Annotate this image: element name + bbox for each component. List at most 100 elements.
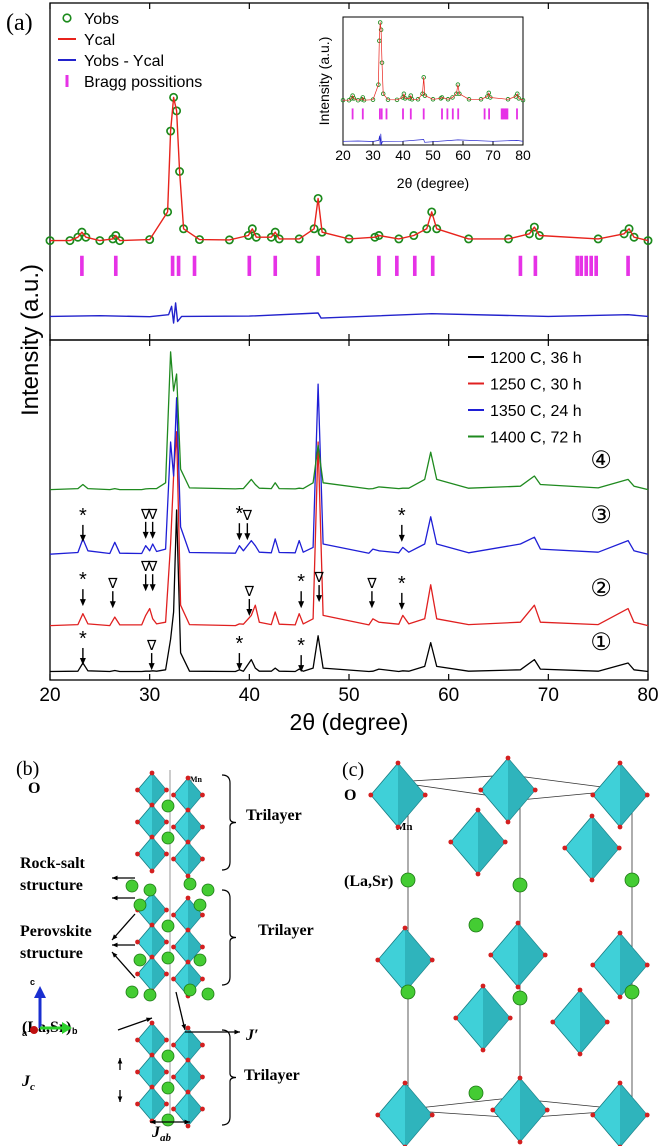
axis-c-head [34, 986, 46, 998]
legend-symbol [62, 13, 72, 23]
oxygen [505, 755, 511, 761]
rock-salt-label: Rock-salt [20, 855, 86, 872]
x-tick-label: 20 [39, 685, 60, 706]
x-tick-label: 40 [239, 685, 260, 706]
marker-arrowhead [79, 599, 86, 607]
octahedron-face [518, 923, 546, 987]
oxygen [402, 1080, 408, 1086]
peak-marker: ∇ [140, 506, 151, 522]
axis-b-head [62, 1022, 72, 1034]
octahedron-face [188, 1092, 203, 1126]
octahedron-face [483, 986, 511, 1050]
oxygen [395, 760, 401, 766]
oxygen [164, 1101, 169, 1107]
cation [468, 917, 484, 933]
oxygen [644, 1112, 650, 1118]
arrowhead [234, 1029, 240, 1035]
oxygen [135, 971, 140, 977]
arrowhead [112, 895, 118, 901]
perovskite-label: Perovskite [20, 923, 92, 940]
cation [133, 898, 147, 912]
oxygen [589, 877, 595, 883]
x-tick-label: 40 [395, 147, 411, 163]
oxygen [149, 868, 155, 874]
trilayer-label: Trilayer [244, 1067, 300, 1084]
oxygen [577, 1051, 583, 1057]
arrowhead [117, 1058, 123, 1064]
oxygen [478, 787, 484, 793]
data-point [529, 222, 539, 232]
data-point [520, 97, 526, 103]
oxygen [502, 839, 508, 845]
peak-marker: ∇ [244, 583, 255, 599]
octahedron-face [580, 990, 608, 1054]
oxygen [200, 976, 205, 982]
arrowhead [112, 934, 118, 940]
marker-arrowhead [398, 534, 405, 542]
octahedron-face [520, 1078, 548, 1142]
bracket [221, 774, 237, 871]
octahedron-face [398, 763, 426, 827]
data-point [524, 229, 534, 239]
arrowhead [112, 875, 118, 881]
cation [201, 883, 215, 897]
oxygen [550, 1019, 556, 1025]
panel-label: (c) [342, 759, 364, 781]
oxygen [149, 1084, 155, 1090]
oxygen [589, 813, 595, 819]
inset-y-label: Intensity (a.u.) [316, 37, 332, 126]
legend-label: 1250 C, 30 h [490, 377, 582, 394]
cation [400, 984, 416, 1000]
atom-label: (La,Sr) [344, 873, 393, 890]
octahedron-face [508, 758, 536, 822]
oxygen [507, 1015, 513, 1021]
oxygen [422, 792, 428, 798]
oxygen [200, 1106, 205, 1112]
arrowhead [117, 1096, 123, 1102]
oxygen [604, 1019, 610, 1025]
oxygen [149, 834, 155, 840]
oxygen [517, 1139, 523, 1145]
peak-marker: * [79, 505, 87, 527]
oxygen [475, 871, 481, 877]
x-tick-label: 20 [335, 147, 351, 163]
arrow [111, 951, 136, 979]
axis-letter: b [72, 1026, 78, 1036]
inset-bg [343, 17, 523, 145]
oxygen [617, 824, 623, 830]
oxygen [185, 873, 191, 879]
octahedron-face [188, 1060, 203, 1094]
oxygen [200, 1074, 205, 1080]
marker-arrowhead [109, 601, 116, 609]
atom-label: O [28, 780, 40, 797]
x-tick-label: 80 [515, 147, 531, 163]
marker-arrowhead [142, 584, 149, 592]
peak-marker: ∇ [366, 575, 377, 591]
oxygen [616, 845, 622, 851]
oxygen [505, 819, 511, 825]
oxygen [171, 944, 176, 950]
series-line [49, 431, 649, 627]
oxygen [135, 939, 140, 945]
oxygen [149, 1020, 155, 1026]
cell-edge [394, 774, 511, 783]
oxygen [171, 1042, 176, 1048]
octahedron-face [152, 1087, 167, 1121]
octahedron-face [620, 763, 648, 827]
peak-marker: * [297, 571, 305, 593]
data-point [427, 207, 437, 217]
oxygen [135, 1037, 140, 1043]
marker-arrowhead [244, 533, 251, 541]
cation [183, 877, 197, 891]
oxygen [135, 787, 140, 793]
arrowhead [146, 1017, 152, 1023]
marker-arrowhead [246, 609, 253, 617]
oxygen [185, 807, 191, 813]
peak-marker: ∇ [140, 558, 151, 574]
cation [125, 985, 139, 999]
oxygen [532, 787, 538, 793]
marker-arrowhead [142, 531, 149, 539]
peak-marker: ∇ [313, 569, 324, 585]
octahedron-face [152, 1055, 167, 1089]
data-point [351, 96, 357, 101]
